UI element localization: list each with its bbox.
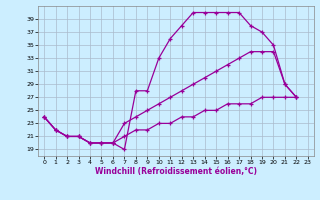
X-axis label: Windchill (Refroidissement éolien,°C): Windchill (Refroidissement éolien,°C) (95, 167, 257, 176)
